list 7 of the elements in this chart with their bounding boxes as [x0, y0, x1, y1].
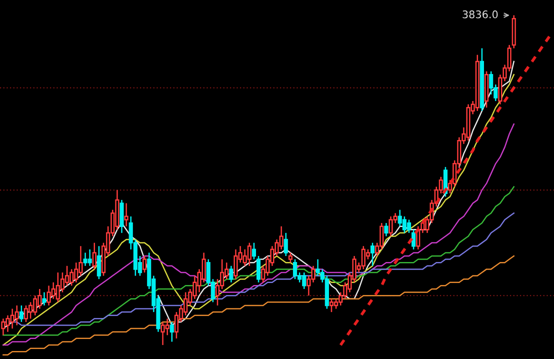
candlestick — [120, 199, 124, 234]
candlestick — [14, 304, 19, 326]
candlestick — [124, 202, 128, 227]
candlestick — [42, 292, 46, 306]
annotation: 3836.0 — [462, 10, 498, 18]
candlestick — [229, 265, 234, 284]
candlestick — [384, 222, 388, 237]
